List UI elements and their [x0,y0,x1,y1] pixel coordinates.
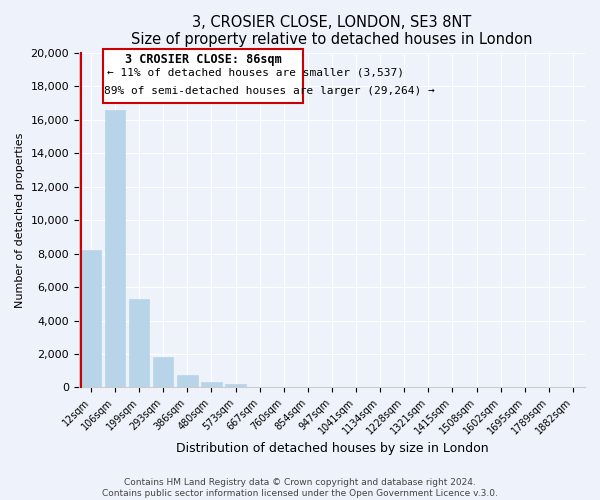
Text: Contains HM Land Registry data © Crown copyright and database right 2024.
Contai: Contains HM Land Registry data © Crown c… [102,478,498,498]
X-axis label: Distribution of detached houses by size in London: Distribution of detached houses by size … [176,442,488,455]
Bar [201,382,221,388]
Text: 3 CROSIER CLOSE: 86sqm: 3 CROSIER CLOSE: 86sqm [125,53,281,66]
FancyBboxPatch shape [103,50,303,103]
Text: 89% of semi-detached houses are larger (29,264) →: 89% of semi-detached houses are larger (… [104,86,435,96]
Y-axis label: Number of detached properties: Number of detached properties [15,132,25,308]
Text: ← 11% of detached houses are smaller (3,537): ← 11% of detached houses are smaller (3,… [107,68,404,78]
Bar [81,250,101,388]
Title: 3, CROSIER CLOSE, LONDON, SE3 8NT
Size of property relative to detached houses i: 3, CROSIER CLOSE, LONDON, SE3 8NT Size o… [131,15,533,48]
Bar [105,110,125,388]
Bar [153,358,173,388]
Bar [129,299,149,388]
Bar [177,375,197,388]
Bar [226,384,246,388]
